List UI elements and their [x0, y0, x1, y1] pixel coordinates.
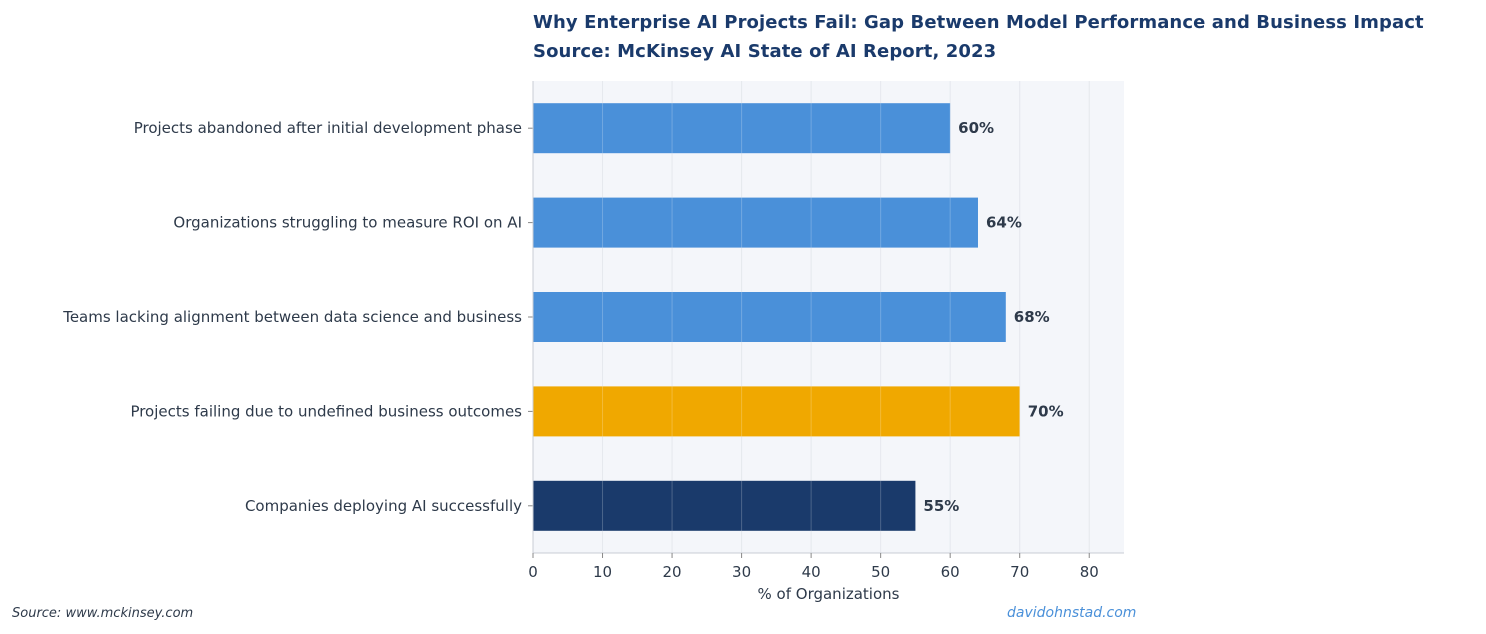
- bar: [533, 386, 1020, 437]
- bar: [533, 197, 978, 248]
- x-tick-label: 30: [732, 563, 751, 581]
- y-tick-label: Organizations struggling to measure ROI …: [173, 214, 522, 232]
- x-tick-labels: 0 10 20 30 40 50 60 70 80: [528, 563, 1099, 581]
- y-tick-labels: Projects abandoned after initial develop…: [62, 119, 522, 515]
- x-axis-title: % of Organizations: [758, 585, 900, 603]
- bars: [533, 103, 1020, 531]
- value-label: 55%: [923, 497, 959, 515]
- bar: [533, 480, 916, 531]
- bar: [533, 103, 951, 154]
- y-tick-label: Projects abandoned after initial develop…: [134, 119, 522, 137]
- chart-subtitle: Source: McKinsey AI State of AI Report, …: [533, 41, 997, 62]
- y-tick-label: Teams lacking alignment between data sci…: [62, 308, 522, 326]
- x-tick-label: 10: [593, 563, 612, 581]
- x-tick-label: 40: [802, 563, 821, 581]
- y-tick-label: Projects failing due to undefined busine…: [130, 402, 522, 420]
- source-footnote: Source: www.mckinsey.com: [12, 606, 194, 621]
- axes: [528, 81, 1124, 558]
- x-tick-label: 60: [941, 563, 960, 581]
- value-label: 68%: [1014, 308, 1050, 326]
- bar: [533, 292, 1006, 342]
- value-labels: 60% 64% 68% 70% 55%: [923, 119, 1063, 515]
- x-tick-label: 0: [528, 563, 538, 581]
- x-tick-label: 70: [1010, 563, 1029, 581]
- x-tick-label: 80: [1080, 563, 1099, 581]
- credit-link[interactable]: davidohnstad.com: [1007, 605, 1137, 621]
- value-label: 70%: [1028, 402, 1064, 420]
- y-tick-label: Companies deploying AI successfully: [245, 497, 522, 515]
- x-tick-label: 20: [663, 563, 682, 581]
- chart-title: Why Enterprise AI Projects Fail: Gap Bet…: [533, 12, 1424, 33]
- x-tick-label: 50: [871, 563, 890, 581]
- value-label: 60%: [958, 119, 994, 137]
- value-label: 64%: [986, 214, 1022, 232]
